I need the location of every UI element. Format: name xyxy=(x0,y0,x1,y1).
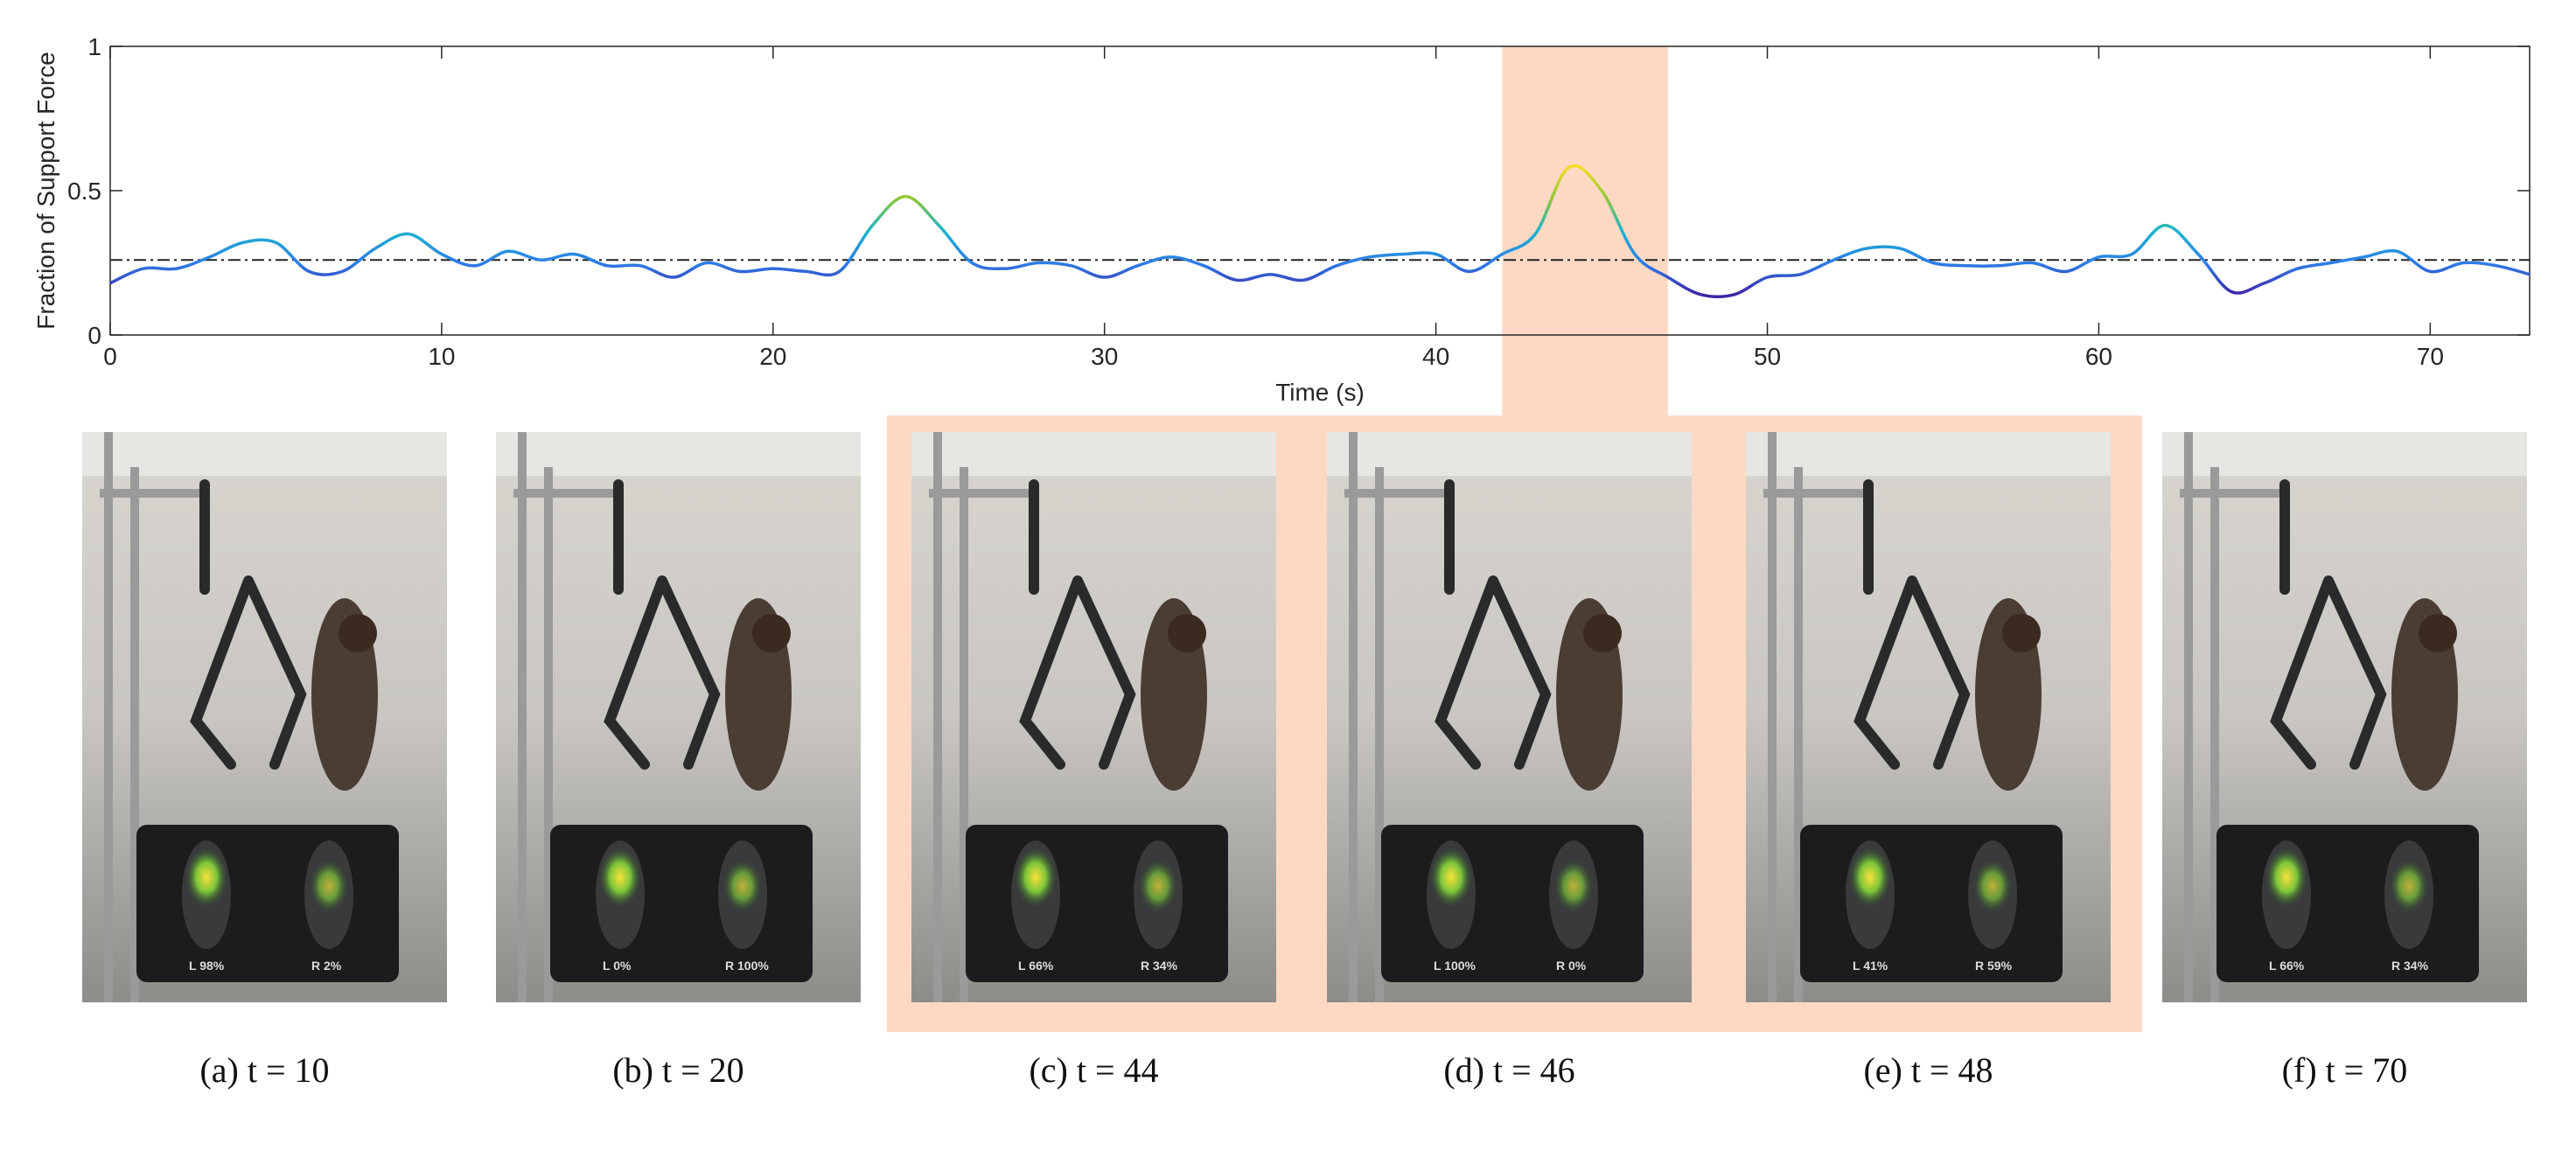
pressure-inset xyxy=(2216,825,2479,982)
heatmap-blob xyxy=(185,848,227,907)
heatmap-blob xyxy=(599,848,641,907)
panel-caption: (f) t = 70 xyxy=(2282,1050,2408,1090)
heatmap-blob xyxy=(723,860,762,912)
left-percent: L 66% xyxy=(1018,959,1054,973)
x-tick-label: 20 xyxy=(759,343,786,370)
photo-frame-structure xyxy=(513,432,618,1002)
photo-frame-structure xyxy=(1344,432,1449,1002)
panel-caption: (d) t = 46 xyxy=(1443,1050,1574,1090)
pressure-inset xyxy=(1800,825,2063,982)
x-tick-label: 70 xyxy=(2417,343,2444,370)
heatmap-blob xyxy=(1849,848,1891,907)
heatmap-blob xyxy=(1973,860,2012,912)
photo-person-head xyxy=(2002,614,2041,652)
heatmap-blob xyxy=(2265,848,2307,907)
photo-exoskeleton xyxy=(604,479,721,770)
panel-caption: (b) t = 20 xyxy=(612,1050,743,1090)
x-tick-label: 50 xyxy=(1754,343,1781,370)
photo-frame-structure xyxy=(2180,432,2285,1002)
support-force-line xyxy=(109,164,2531,299)
photo-ceiling xyxy=(82,432,447,476)
photo-person-head xyxy=(1583,614,1622,652)
pressure-inset xyxy=(136,825,399,982)
y-tick-label: 0.5 xyxy=(67,178,101,205)
x-tick-label: 30 xyxy=(1091,343,1118,370)
right-percent: R 0% xyxy=(1556,959,1587,973)
right-percent: R 34% xyxy=(1141,959,1178,973)
photo-ceiling xyxy=(911,432,1276,476)
heatmap-blob xyxy=(1554,860,1593,912)
right-percent: R 100% xyxy=(725,959,769,973)
panel-caption: (a) t = 10 xyxy=(199,1050,329,1090)
photo-person-head xyxy=(752,614,791,652)
right-percent: R 2% xyxy=(311,959,342,973)
left-percent: L 98% xyxy=(189,959,225,973)
left-percent: L 41% xyxy=(1853,959,1888,973)
pressure-inset xyxy=(1381,825,1644,982)
photo-exoskeleton xyxy=(1853,479,1971,770)
panel-caption: (c) t = 44 xyxy=(1029,1050,1158,1090)
highlight-band xyxy=(1502,46,1668,415)
plot-frame xyxy=(109,45,2531,336)
heatmap-blob xyxy=(2390,860,2428,912)
photo-ceiling xyxy=(1327,432,1692,476)
pressure-inset xyxy=(550,825,813,982)
pressure-inset xyxy=(966,825,1228,982)
right-percent: R 34% xyxy=(2391,959,2429,973)
photo-person-head xyxy=(2419,614,2457,652)
heatmap-blob xyxy=(310,860,348,912)
photo-frame-structure xyxy=(929,432,1034,1002)
y-tick-label: 0 xyxy=(87,322,101,349)
y-tick-label: 1 xyxy=(87,33,101,60)
photo-exoskeleton xyxy=(190,479,307,770)
photo-ceiling xyxy=(496,432,861,476)
photo-exoskeleton xyxy=(1019,479,1136,770)
x-axis-label: Time (s) xyxy=(1275,379,1365,406)
left-percent: L 66% xyxy=(2269,959,2305,973)
x-tick-label: 60 xyxy=(2085,343,2112,370)
heatmap-blob xyxy=(1139,860,1177,912)
photo-ceiling xyxy=(1746,432,2111,476)
right-percent: R 59% xyxy=(1975,959,2013,973)
y-axis-label: Fraction of Support Force xyxy=(32,52,59,329)
photo-person-head xyxy=(1168,614,1206,652)
photo-ceiling xyxy=(2162,432,2527,476)
photo-frame-structure xyxy=(100,432,205,1002)
left-percent: L 0% xyxy=(603,959,632,973)
x-tick-label: 0 xyxy=(103,343,117,370)
x-tick-label: 10 xyxy=(428,343,455,370)
photo-exoskeleton xyxy=(1435,479,1552,770)
left-percent: L 100% xyxy=(1434,959,1476,973)
photo-frame-structure xyxy=(1763,432,1868,1002)
x-tick-label: 40 xyxy=(1422,343,1449,370)
panel-caption: (e) t = 48 xyxy=(1863,1050,1993,1090)
photo-exoskeleton xyxy=(2270,479,2387,770)
heatmap-blob xyxy=(1430,848,1472,907)
photo-person-head xyxy=(339,614,377,652)
heatmap-blob xyxy=(1015,848,1057,907)
